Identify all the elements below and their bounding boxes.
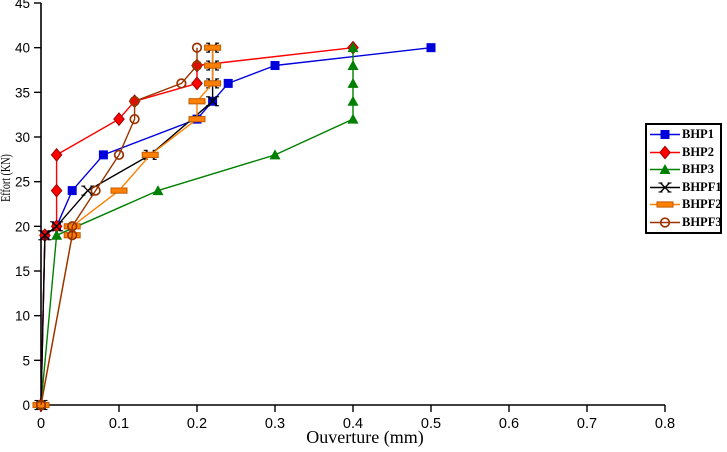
marker-x [50, 221, 64, 232]
marker-triangle [152, 185, 164, 196]
legend-marker-BHPF2 [650, 201, 680, 208]
marker-circle-open [129, 113, 140, 125]
marker-triangle [347, 77, 359, 88]
y-axis-title: Effort (KN) [0, 154, 14, 202]
marker-circle-open [176, 78, 187, 89]
x-tick-label: 0 [37, 416, 45, 432]
legend: BHP1 BHP2 BHP3 BHPF1 BHPF2 BHPF3 [645, 123, 722, 234]
marker-circle-open [35, 399, 47, 411]
marker-triangle [347, 60, 359, 71]
marker-square [270, 61, 280, 71]
marker-triangle [51, 229, 63, 240]
y-tick-label: 5 [22, 353, 30, 368]
legend-label-BHP3: BHP3 [682, 162, 714, 177]
marker-dash [188, 116, 206, 123]
y-tick-label: 45 [15, 0, 30, 11]
x-tick-label: 0.5 [421, 416, 441, 432]
legend-marker-BHPF1 [650, 182, 680, 193]
legend-marker-BHP1 [650, 130, 680, 140]
legend-label-BHPF1: BHPF1 [682, 179, 722, 194]
x-tick-label: 0.7 [577, 416, 597, 432]
marker-triangle [347, 113, 359, 124]
y-tick-label: 25 [15, 175, 30, 190]
marker-diamond [50, 147, 63, 162]
y-tick-label: 10 [15, 309, 30, 324]
y-tick-label: 30 [15, 130, 30, 145]
marker-circle-open [67, 221, 78, 232]
series-BHP1 [36, 43, 436, 410]
marker-x [658, 182, 672, 193]
y-tick-label: 35 [15, 85, 30, 100]
marker-circle-open [191, 60, 203, 71]
marker-circle-open [90, 185, 101, 196]
marker-diamond [50, 183, 63, 198]
marker-triangle [347, 95, 359, 106]
marker-circle-open [659, 217, 671, 228]
x-tick-label: 0.4 [343, 416, 363, 432]
marker-dash [188, 98, 206, 105]
legend-item-BHPF1: BHPF1 [649, 179, 722, 196]
marker-square [426, 43, 436, 53]
marker-diamond [113, 112, 125, 127]
legend-marker-BHP2 [650, 145, 680, 160]
y-tick-label: 0 [22, 398, 30, 413]
marker-square [98, 150, 108, 160]
legend-marker-BHPF3 [650, 217, 680, 228]
marker-x [38, 230, 52, 241]
legend-item-BHP1: BHP1 [649, 126, 720, 143]
marker-triangle [269, 149, 281, 160]
x-tick-label: 0.6 [499, 416, 519, 432]
x-tick-label: 0.3 [265, 416, 285, 432]
legend-label-BHP2: BHP2 [682, 144, 714, 159]
legend-item-BHPF2: BHPF2 [649, 196, 722, 213]
x-tick-label: 0.2 [187, 416, 207, 432]
x-tick-label: 0.1 [109, 416, 129, 432]
marker-square [223, 78, 233, 88]
legend-item-BHP2: BHP2 [649, 144, 720, 161]
marker-dash [204, 80, 222, 87]
legend-label-BHPF3: BHPF3 [682, 214, 722, 229]
series-BHP3 [35, 42, 359, 410]
y-tick-label: 40 [15, 41, 30, 56]
marker-square [67, 186, 77, 196]
marker-dash [141, 151, 159, 158]
marker-x [206, 96, 220, 107]
marker-circle-open [191, 42, 203, 53]
series-BHP2 [35, 40, 359, 412]
x-tick-label: 0.8 [655, 416, 675, 432]
x-axis-title: Ouverture (mm) [306, 427, 424, 447]
y-tick-label: 20 [15, 219, 30, 234]
legend-item-BHPF3: BHPF3 [649, 214, 722, 231]
series-line-BHP1 [40, 47, 432, 406]
marker-diamond [659, 145, 671, 160]
marker-dash [110, 187, 128, 194]
marker-dash [204, 44, 222, 51]
marker-dash [204, 62, 222, 69]
marker-diamond [191, 76, 203, 91]
legend-marker-BHP3 [650, 164, 680, 175]
marker-triangle [347, 42, 359, 53]
legend-item-BHP3: BHP3 [649, 161, 720, 178]
marker-circle-open [113, 149, 125, 161]
marker-circle-open [129, 96, 140, 107]
marker-square [660, 130, 670, 140]
marker-triangle [659, 164, 671, 175]
legend-label-BHPF2: BHPF2 [682, 197, 722, 212]
series-BHPF3 [35, 42, 203, 411]
marker-dash [656, 201, 674, 208]
legend-label-BHP1: BHP1 [682, 127, 714, 142]
y-tick-label: 15 [15, 264, 30, 279]
